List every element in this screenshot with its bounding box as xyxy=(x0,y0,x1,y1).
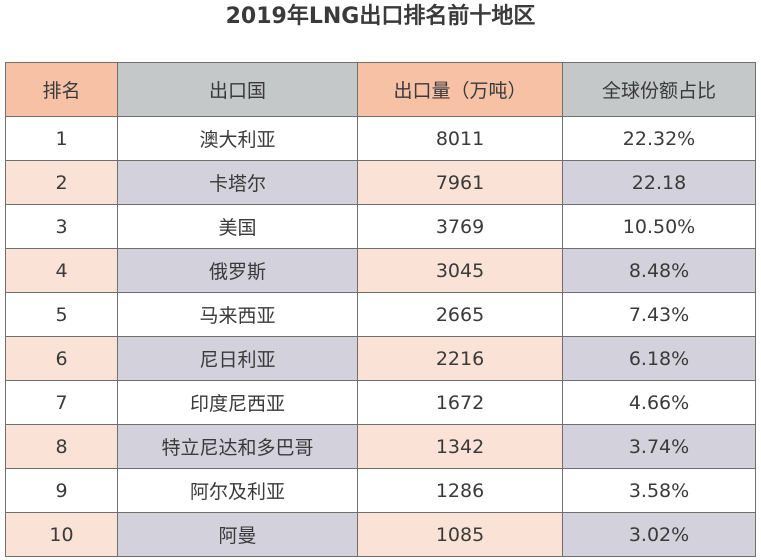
cell-volume: 1342 xyxy=(357,424,563,469)
cell-volume: 2665 xyxy=(357,292,563,337)
cell-rank: 3 xyxy=(5,204,118,249)
header-share: 全球份额占比 xyxy=(562,62,756,117)
cell-share: 22.18 xyxy=(562,160,756,205)
cell-volume: 2216 xyxy=(357,336,563,381)
cell-volume: 3769 xyxy=(357,204,563,249)
cell-rank: 9 xyxy=(5,468,118,513)
page-title: 2019年LNG出口排名前十地区 xyxy=(225,4,536,29)
cell-share: 4.66% xyxy=(562,380,756,425)
cell-rank: 5 xyxy=(5,292,118,337)
cell-rank: 8 xyxy=(5,424,118,469)
cell-country: 澳大利亚 xyxy=(117,116,358,161)
cell-volume: 1672 xyxy=(357,380,563,425)
table-row: 6 尼日利亚 2216 6.18% xyxy=(5,336,756,381)
table-row: 10 阿曼 1085 3.02% xyxy=(5,512,756,557)
cell-country: 马来西亚 xyxy=(117,292,358,337)
cell-rank: 4 xyxy=(5,248,118,293)
table-row: 1 澳大利亚 8011 22.32% xyxy=(5,116,756,161)
header-rank: 排名 xyxy=(5,62,118,117)
cell-share: 3.58% xyxy=(562,468,756,513)
table-row: 3 美国 3769 10.50% xyxy=(5,204,756,249)
cell-volume: 1286 xyxy=(357,468,563,513)
cell-share: 3.74% xyxy=(562,424,756,469)
lng-export-table: 排名 出口国 出口量（万吨） 全球份额占比 1 澳大利亚 8011 22.32%… xyxy=(5,62,756,557)
table-row: 7 印度尼西亚 1672 4.66% xyxy=(5,380,756,425)
cell-share: 8.48% xyxy=(562,248,756,293)
cell-rank: 1 xyxy=(5,116,118,161)
cell-country: 俄罗斯 xyxy=(117,248,358,293)
cell-country: 美国 xyxy=(117,204,358,249)
cell-share: 22.32% xyxy=(562,116,756,161)
cell-country: 印度尼西亚 xyxy=(117,380,358,425)
cell-share: 3.02% xyxy=(562,512,756,557)
table-row: 4 俄罗斯 3045 8.48% xyxy=(5,248,756,293)
cell-country: 卡塔尔 xyxy=(117,160,358,205)
cell-share: 6.18% xyxy=(562,336,756,381)
cell-volume: 8011 xyxy=(357,116,563,161)
cell-rank: 6 xyxy=(5,336,118,381)
cell-country: 阿尔及利亚 xyxy=(117,468,358,513)
cell-country: 阿曼 xyxy=(117,512,358,557)
cell-rank: 10 xyxy=(5,512,118,557)
cell-rank: 7 xyxy=(5,380,118,425)
cell-volume: 3045 xyxy=(357,248,563,293)
header-volume: 出口量（万吨） xyxy=(357,62,563,117)
table-header-row: 排名 出口国 出口量（万吨） 全球份额占比 xyxy=(5,62,756,117)
table-row: 9 阿尔及利亚 1286 3.58% xyxy=(5,468,756,513)
table-row: 2 卡塔尔 7961 22.18 xyxy=(5,160,756,205)
cell-share: 10.50% xyxy=(562,204,756,249)
cell-rank: 2 xyxy=(5,160,118,205)
cell-share: 7.43% xyxy=(562,292,756,337)
cell-volume: 1085 xyxy=(357,512,563,557)
table-row: 8 特立尼达和多巴哥 1342 3.74% xyxy=(5,424,756,469)
cell-country: 尼日利亚 xyxy=(117,336,358,381)
cell-country: 特立尼达和多巴哥 xyxy=(117,424,358,469)
cell-volume: 7961 xyxy=(357,160,563,205)
header-country: 出口国 xyxy=(117,62,358,117)
table-row: 5 马来西亚 2665 7.43% xyxy=(5,292,756,337)
